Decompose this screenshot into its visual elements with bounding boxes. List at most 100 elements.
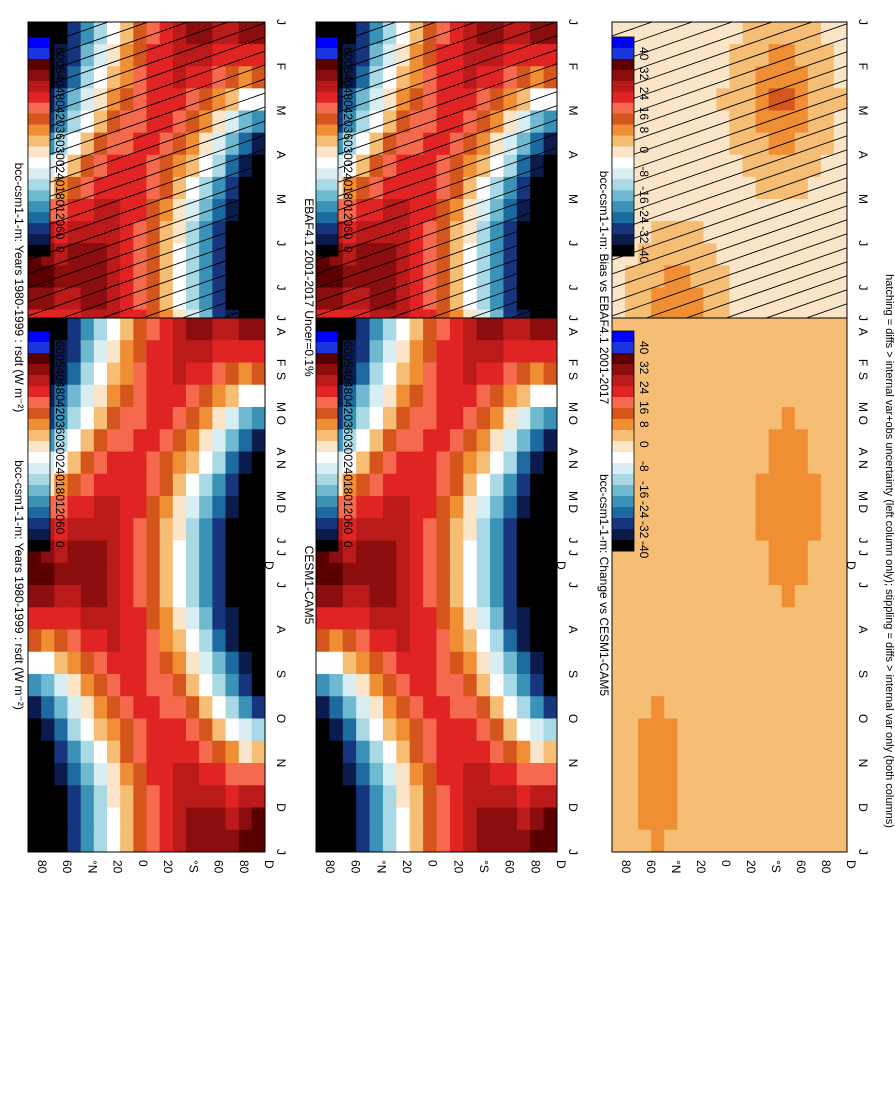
heatmap-cell	[54, 740, 68, 764]
heatmap-cell	[503, 718, 518, 742]
hatch-line	[612, 976, 847, 1058]
heatmap-cell	[768, 88, 783, 111]
heatmap-cell	[768, 132, 783, 156]
heatmap-cell	[28, 785, 42, 808]
colorbar-label: 180	[53, 186, 67, 206]
heatmap-cell	[794, 496, 809, 519]
heatmap-cell	[755, 154, 770, 178]
heatmap-cell	[54, 318, 68, 341]
heatmap-cell	[807, 651, 822, 675]
heatmap-cell	[530, 585, 545, 608]
month-tick-label: J	[856, 19, 870, 25]
heatmap-cell	[159, 110, 174, 134]
heatmap-cell	[41, 629, 55, 653]
heatmap-cell	[212, 740, 226, 764]
heatmap-cell	[436, 407, 451, 430]
heatmap-cell	[625, 629, 639, 653]
heatmap-cell	[342, 154, 357, 178]
heatmap-cell	[463, 176, 478, 200]
colorbar-label: 540	[53, 361, 67, 381]
heatmap-cell	[530, 429, 545, 452]
colorbar-label: 24	[637, 381, 651, 395]
heatmap-cell	[436, 66, 451, 89]
colorbar-swatch	[28, 212, 50, 224]
heatmap-cell	[690, 629, 704, 653]
heatmap-cell	[794, 362, 809, 386]
hatch-line	[612, 22, 614, 23]
colorbar-frame	[315, 330, 339, 552]
heatmap-cell	[238, 451, 253, 475]
hatch-line	[28, 975, 265, 1058]
hatch-line	[612, 948, 847, 1030]
heatmap-cell	[755, 473, 770, 497]
heatmap-cell	[755, 221, 770, 244]
heatmap-cell	[146, 429, 161, 452]
heatmap-cell	[503, 629, 518, 653]
latitude-tick-label: 60	[794, 860, 808, 874]
heatmap-cell	[638, 287, 652, 311]
heatmap-cell	[638, 221, 652, 244]
heatmap-cell	[172, 540, 187, 564]
month-tick-label: J	[274, 240, 288, 246]
heatmap-cell	[238, 629, 253, 653]
heatmap-cell	[396, 674, 411, 697]
heatmap-cell	[212, 651, 226, 675]
heatmap-cell	[356, 221, 371, 244]
colorbar-swatch	[316, 540, 338, 552]
heatmap-cell	[807, 221, 822, 244]
heatmap-cell	[172, 287, 187, 311]
heatmap-cell	[625, 740, 639, 764]
heatmap-cell	[638, 696, 652, 719]
heatmap-cell	[833, 176, 848, 200]
heatmap-cell	[369, 340, 384, 363]
heatmap-cell	[794, 429, 809, 452]
heatmap-cell	[199, 585, 213, 608]
heatmap-cell	[755, 629, 770, 653]
heatmap-cell	[807, 540, 822, 564]
heatmap-cell	[212, 221, 226, 244]
colorbar-label: -16	[637, 481, 651, 499]
heatmap-cell	[612, 651, 626, 675]
colorbar-label: 300	[341, 147, 355, 167]
heatmap-cell	[436, 607, 451, 630]
heatmap-cell	[67, 607, 82, 630]
hatch-line	[316, 77, 557, 163]
heatmap-cell	[212, 287, 226, 311]
month-tick-label: F	[566, 63, 580, 70]
heatmap-cell	[476, 451, 491, 475]
heatmap-cell	[716, 651, 730, 675]
heatmap-cell	[449, 44, 464, 67]
heatmap-cell	[159, 674, 174, 697]
colorbar-label: -24	[637, 206, 651, 224]
heatmap-cell	[807, 763, 822, 786]
colorbar-swatch	[316, 91, 338, 104]
heatmap-cell	[225, 340, 240, 363]
heatmap-cell	[186, 518, 200, 541]
heatmap-cell	[463, 607, 478, 630]
heatmap-cell	[172, 518, 187, 541]
heatmap-cell	[199, 496, 213, 519]
heatmap-cell	[651, 287, 665, 311]
heatmap-cell	[199, 674, 213, 697]
heatmap-cell	[186, 287, 200, 311]
heatmap-cell	[159, 740, 174, 764]
colorbar-swatch	[316, 124, 338, 137]
heatmap-cell	[463, 265, 478, 288]
colorbar-label: 0	[53, 541, 67, 548]
heatmap-cell	[382, 785, 397, 808]
heatmap-cell	[251, 429, 266, 452]
colorbar-swatch	[28, 223, 50, 235]
heatmap-cell	[93, 340, 108, 363]
heatmap-cell	[503, 674, 518, 697]
month-tick-label: A	[856, 328, 870, 336]
heatmap-cell	[690, 496, 704, 519]
heatmap-cell	[409, 696, 424, 719]
colorbar-label: 240	[53, 461, 67, 481]
heatmap-cell	[768, 562, 783, 586]
heatmap-cell	[476, 518, 491, 541]
heatmap-cell	[490, 473, 504, 497]
heatmap-cell	[133, 518, 147, 541]
heatmap-cell	[833, 265, 848, 288]
heatmap-cell	[186, 66, 200, 89]
